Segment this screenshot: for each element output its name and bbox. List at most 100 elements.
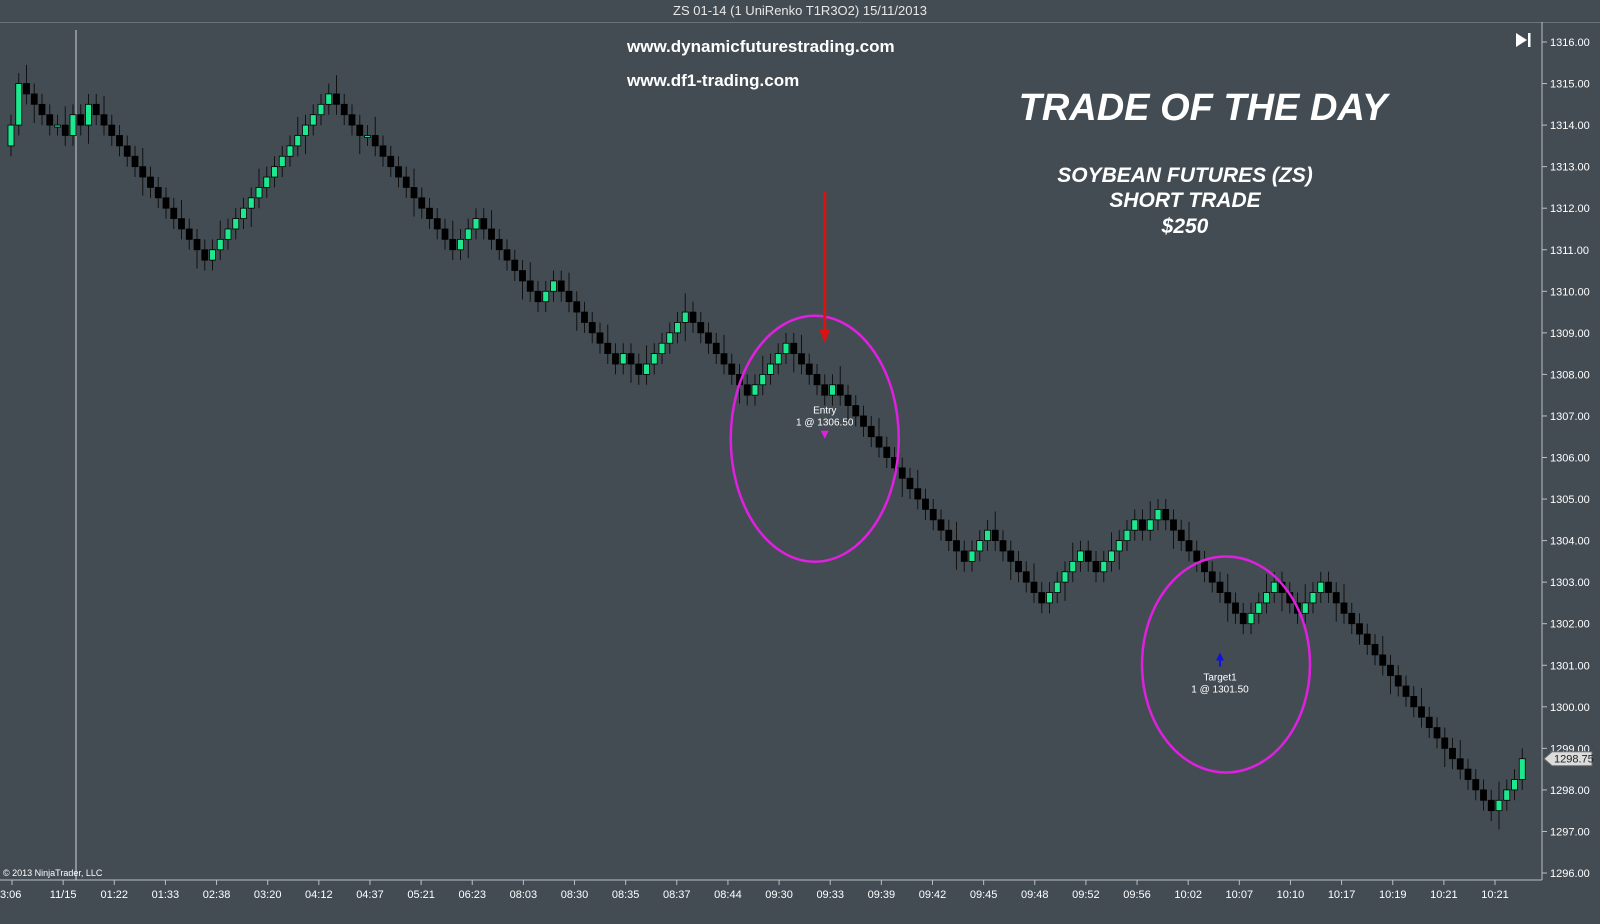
candle <box>1255 602 1263 614</box>
candle <box>643 363 650 375</box>
price-tick-label: 1311.00 <box>1550 245 1589 257</box>
time-tick-label: 08:44 <box>714 889 742 901</box>
candle <box>1394 675 1402 687</box>
candle <box>681 311 689 323</box>
time-tick-label: 08:30 <box>561 889 589 901</box>
candle <box>1487 799 1495 812</box>
window-title: ZS 01-14 (1 UniRenko T1R3O2) 15/11/2013 <box>673 3 927 18</box>
time-tick-label: 09:48 <box>1021 889 1049 901</box>
candle <box>441 228 449 240</box>
time-tick-label: 06:23 <box>458 889 486 901</box>
target-highlight-ellipse <box>1140 555 1312 774</box>
price-tick-label: 1309.00 <box>1550 328 1590 340</box>
candle <box>937 519 945 531</box>
time-tick-label: 10:02 <box>1174 889 1202 901</box>
candle <box>1379 654 1387 666</box>
candle <box>15 83 23 126</box>
candle <box>588 322 596 334</box>
candle <box>581 311 588 323</box>
candle <box>488 228 495 240</box>
candle <box>46 114 54 126</box>
subtitle-profit: $250 <box>1161 215 1209 238</box>
candle <box>1015 560 1022 573</box>
candle <box>534 290 542 303</box>
candle <box>526 280 534 292</box>
candle <box>1115 540 1123 552</box>
candle <box>619 353 627 365</box>
candle <box>813 373 821 386</box>
candle <box>674 322 681 334</box>
headline: TRADE OF THE DAY <box>1019 87 1391 129</box>
time-tick-label: 09:45 <box>970 889 998 901</box>
time-tick-label: 10:07 <box>1226 889 1254 901</box>
target-label: Target1 <box>1203 672 1237 683</box>
candle <box>782 342 790 355</box>
candle <box>557 280 565 292</box>
candle <box>898 467 906 479</box>
candle <box>23 83 30 95</box>
candle <box>573 301 581 313</box>
candle <box>790 342 798 355</box>
time-tick-label: 09:42 <box>919 889 947 901</box>
candle <box>348 114 356 126</box>
candle <box>247 197 255 209</box>
candle <box>85 103 92 126</box>
candle <box>1077 550 1084 562</box>
candle <box>805 363 813 375</box>
candle <box>550 280 557 292</box>
candle <box>751 384 759 396</box>
candle <box>1472 779 1480 791</box>
website-url-1[interactable]: www.dynamicfuturestrading.com <box>626 37 895 56</box>
price-tick-label: 1310.00 <box>1550 286 1590 298</box>
candle <box>1216 581 1224 593</box>
candle <box>131 155 139 168</box>
candle <box>945 529 953 542</box>
candlestick-series <box>7 64 1526 830</box>
candle <box>162 197 170 209</box>
candle <box>1387 664 1394 677</box>
candle <box>139 166 147 178</box>
candle <box>1441 737 1449 749</box>
candle <box>984 529 991 542</box>
candle <box>1511 779 1518 791</box>
skip-to-end-icon[interactable] <box>1516 33 1531 47</box>
candle <box>185 228 193 240</box>
candle <box>976 540 984 552</box>
candle <box>836 384 844 396</box>
candle <box>410 187 418 199</box>
candle <box>883 446 891 458</box>
candle <box>1069 560 1077 573</box>
axis-frame <box>0 22 1543 881</box>
price-tick-label: 1314.00 <box>1550 120 1590 132</box>
candle <box>906 477 914 490</box>
time-tick-label: 05:21 <box>407 889 435 901</box>
candle <box>1456 758 1464 770</box>
candle <box>147 176 154 188</box>
candle <box>108 124 116 136</box>
candle <box>1154 509 1162 521</box>
candle <box>1177 529 1185 542</box>
price-tick-label: 1303.00 <box>1550 577 1590 589</box>
candle <box>464 228 472 240</box>
last-price-box <box>1543 751 1593 767</box>
website-url-2[interactable]: www.df1-trading.com <box>626 71 799 90</box>
candle <box>875 436 883 448</box>
candle <box>991 529 999 542</box>
candle <box>697 322 705 334</box>
candle <box>1495 799 1503 812</box>
price-axis: 1316.00 1315.00 1314.00 1313.00 1312.00 1311.… <box>1542 37 1594 880</box>
candle <box>844 394 852 406</box>
candle <box>635 363 643 375</box>
time-tick-label: 10:17 <box>1328 889 1356 901</box>
candle <box>356 124 364 136</box>
candle <box>302 124 309 136</box>
candle <box>371 135 379 147</box>
candle <box>666 332 674 344</box>
candle <box>232 218 240 230</box>
candle <box>774 353 782 365</box>
candle <box>728 363 736 375</box>
